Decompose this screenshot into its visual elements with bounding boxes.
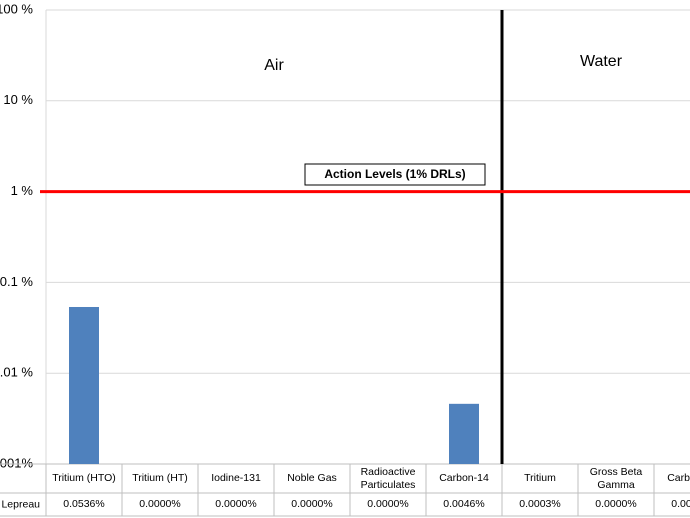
x-tick-label-box: Tritium (HTO) <box>52 472 116 484</box>
value-label: 0.0000% <box>291 498 333 510</box>
action-level-label: Action Levels (1% DRLs) <box>324 167 465 181</box>
x-tick-label: Gross Beta Gamma <box>589 465 643 491</box>
group-label: Air <box>264 57 284 74</box>
value-label: 0.0000% <box>595 498 637 510</box>
y-tick-label: 0.1 % <box>0 274 33 289</box>
x-tick-label: Iodine-131 <box>211 472 261 484</box>
action-level-box <box>304 163 486 186</box>
x-tick-label: Carbon-14 <box>667 472 690 484</box>
value-label: 0.0000% <box>671 498 690 510</box>
x-tick-label: Tritium (HT) <box>132 472 188 484</box>
value-label-box: 0.0536% <box>63 498 105 510</box>
value-label-box: 0.0000% <box>139 498 181 510</box>
x-tick-label-box: Tritium (HT) <box>132 472 188 484</box>
bar <box>449 403 479 464</box>
value-label-box: 0.0003% <box>519 498 561 510</box>
bar <box>69 306 99 464</box>
group-label: Water <box>580 53 623 70</box>
x-tick-label-box: Gross Beta Gamma <box>589 465 643 491</box>
row-label: Point Lepreau <box>0 498 40 510</box>
value-label-box: 0.0000% <box>367 498 409 510</box>
x-tick-label-box: Carbon-14 <box>667 472 690 484</box>
value-label: 0.0003% <box>519 498 561 510</box>
x-tick-label-box: Iodine-131 <box>211 472 261 484</box>
x-tick-label-box: Tritium <box>524 472 556 484</box>
x-tick-label: Noble Gas <box>287 472 337 484</box>
x-tick-label-box: Radioactive Particulates <box>360 465 416 491</box>
value-label-box: 0.0000% <box>291 498 333 510</box>
y-tick-label: 10 % <box>3 92 33 107</box>
value-label: 0.0000% <box>367 498 409 510</box>
x-tick-label: Radioactive Particulates <box>360 465 416 491</box>
x-tick-label-box: Noble Gas <box>287 472 337 484</box>
x-tick-label: Tritium (HTO) <box>52 472 116 484</box>
value-label: 0.0536% <box>63 498 105 510</box>
value-label: 0.0000% <box>139 498 181 510</box>
x-tick-label: Carbon-14 <box>439 472 489 484</box>
y-tick-label: 100 % <box>0 1 33 16</box>
x-tick-label-box: Carbon-14 <box>439 472 489 484</box>
value-label-box: 0.0000% <box>671 498 690 510</box>
value-label-box: 0.0000% <box>215 498 257 510</box>
y-tick-label: 0.001% <box>0 455 33 470</box>
value-label: 0.0000% <box>215 498 257 510</box>
value-label-box: 0.0000% <box>595 498 637 510</box>
x-tick-label: Tritium <box>524 472 556 484</box>
value-label: 0.0046% <box>443 498 485 510</box>
y-tick-label: 1 % <box>11 183 34 198</box>
y-tick-label: 0.01 % <box>0 365 33 380</box>
value-label-box: 0.0046% <box>443 498 485 510</box>
